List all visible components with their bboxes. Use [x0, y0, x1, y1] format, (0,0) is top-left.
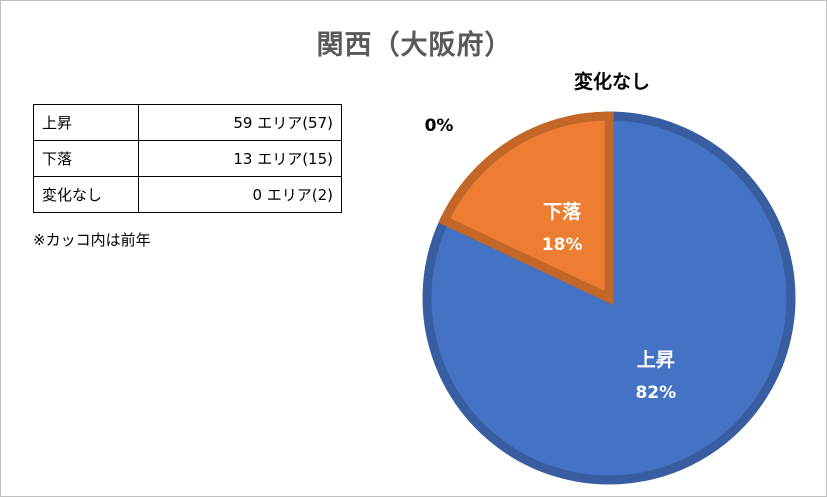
table-row: 上昇 59 エリア(57)	[33, 104, 342, 141]
table-row: 変化なし 0 エリア(2)	[33, 176, 342, 213]
row-value: 0 エリア(2)	[138, 176, 342, 213]
slice-fall-value: 18%	[542, 235, 583, 255]
chart-title: 関西（大阪府）	[316, 30, 513, 61]
table-note: ※カッコ内は前年	[33, 231, 151, 249]
slice-fall	[438, 111, 614, 306]
summary-table: 上昇 59 エリア(57) 下落 13 エリア(15) 変化なし 0 エリア(2…	[33, 104, 342, 213]
row-label: 下落	[33, 140, 139, 177]
row-label: 変化なし	[33, 176, 139, 213]
row-value: 59 エリア(57)	[138, 104, 342, 141]
slice-unchanged-value: 0%	[425, 116, 454, 136]
row-label: 上昇	[33, 104, 139, 141]
slice-unchanged-label: 変化なし	[574, 70, 650, 93]
slice-rise-label: 上昇	[637, 349, 675, 371]
slice-rise-value: 82%	[635, 383, 676, 403]
slice-fall-label: 下落	[543, 200, 582, 223]
